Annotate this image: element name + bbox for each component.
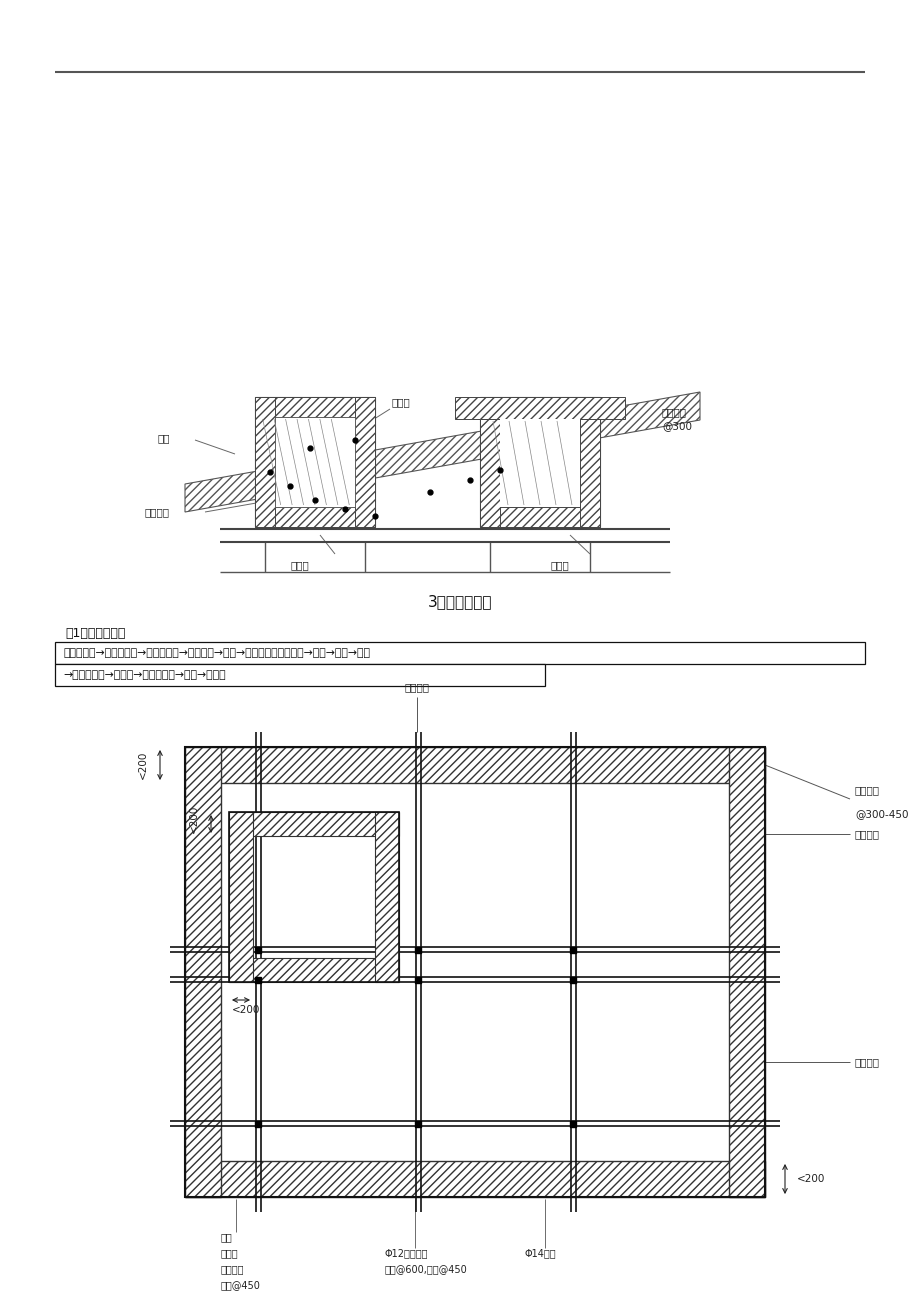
Text: 梁底模: 梁底模 [550, 560, 569, 570]
Bar [480, 506, 599, 527]
Text: →安放背楞木→上夹具→加固、校正→检查→验收。: →安放背楞木→上夹具→加固、校正→检查→验收。 [62, 671, 225, 680]
Bar [455, 397, 624, 419]
Bar [55, 642, 864, 664]
Bar [185, 747, 765, 1197]
Bar [185, 1161, 765, 1197]
Text: （1）、工艺流程: （1）、工艺流程 [65, 628, 125, 641]
Text: 梁底方: 梁底方 [290, 560, 309, 570]
Bar [480, 397, 599, 527]
Bar [229, 812, 253, 982]
Bar [229, 958, 399, 982]
Bar [229, 812, 399, 836]
Text: 锁口丝杆: 锁口丝杆 [404, 682, 429, 691]
Text: 九夹板: 九夹板 [221, 1249, 238, 1258]
Bar [255, 397, 275, 527]
Text: <200: <200 [138, 751, 148, 779]
Text: 水平@600,竖向@450: 水平@600,竖向@450 [384, 1264, 467, 1273]
Text: 闭角锁钉: 闭角锁钉 [854, 785, 879, 796]
Text: 竖向@450: 竖向@450 [221, 1280, 261, 1290]
Bar [375, 812, 399, 982]
Bar [185, 747, 221, 1197]
Text: 板模: 板模 [158, 434, 170, 443]
Text: 梁侧模: 梁侧模 [391, 397, 410, 408]
Bar [255, 397, 375, 417]
Text: 梁测背楞: 梁测背楞 [145, 506, 170, 517]
Text: 青椰: 青椰 [221, 1232, 233, 1242]
Bar [229, 812, 399, 982]
Bar [275, 417, 355, 506]
Text: 锁口丝杆: 锁口丝杆 [854, 1057, 879, 1068]
Text: Φ12对拉丝杆: Φ12对拉丝杆 [384, 1249, 428, 1258]
Bar [255, 397, 375, 527]
Text: 3、柱墙模安装: 3、柱墙模安装 [427, 595, 492, 609]
Bar [355, 397, 375, 527]
Bar [185, 747, 765, 783]
Text: <200: <200 [796, 1174, 824, 1184]
Bar [480, 419, 499, 527]
Polygon shape [185, 392, 699, 512]
Bar [255, 506, 375, 527]
Text: @300-450: @300-450 [854, 809, 908, 819]
Text: 钢管夹具: 钢管夹具 [221, 1264, 244, 1273]
Bar [728, 747, 765, 1197]
Text: <200: <200 [232, 1005, 260, 1016]
Bar [579, 419, 599, 527]
Text: Φ14顶撑: Φ14顶撑 [525, 1249, 556, 1258]
Text: @300: @300 [662, 421, 691, 431]
Text: 锁口丝杆: 锁口丝杆 [854, 829, 879, 838]
Text: 拆装铁顶: 拆装铁顶 [662, 408, 686, 417]
Text: 施工缝处理→抄平、放线→施工缝处理→焊定位桩→清洁→钢筋等隐蔽工程验收→立模→找正→拼缝: 施工缝处理→抄平、放线→施工缝处理→焊定位桩→清洁→钢筋等隐蔽工程验收→立模→找… [62, 648, 369, 658]
Bar [499, 419, 579, 506]
Bar [55, 664, 544, 686]
Text: <200: <200 [188, 805, 199, 833]
